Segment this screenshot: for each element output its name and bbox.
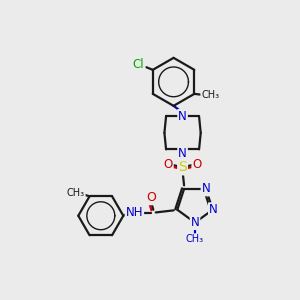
Text: CH₃: CH₃ — [186, 234, 204, 244]
Text: N: N — [209, 203, 218, 216]
Text: N: N — [202, 182, 210, 196]
Text: NH: NH — [126, 206, 143, 219]
Text: CH₃: CH₃ — [67, 188, 85, 198]
Text: O: O — [146, 191, 156, 204]
Text: O: O — [192, 158, 202, 172]
Text: N: N — [190, 216, 200, 229]
Text: O: O — [164, 158, 173, 172]
Text: N: N — [178, 147, 187, 161]
Text: CH₃: CH₃ — [201, 90, 219, 100]
Text: S: S — [178, 160, 187, 174]
Text: Cl: Cl — [133, 58, 145, 71]
Text: N: N — [178, 110, 187, 123]
